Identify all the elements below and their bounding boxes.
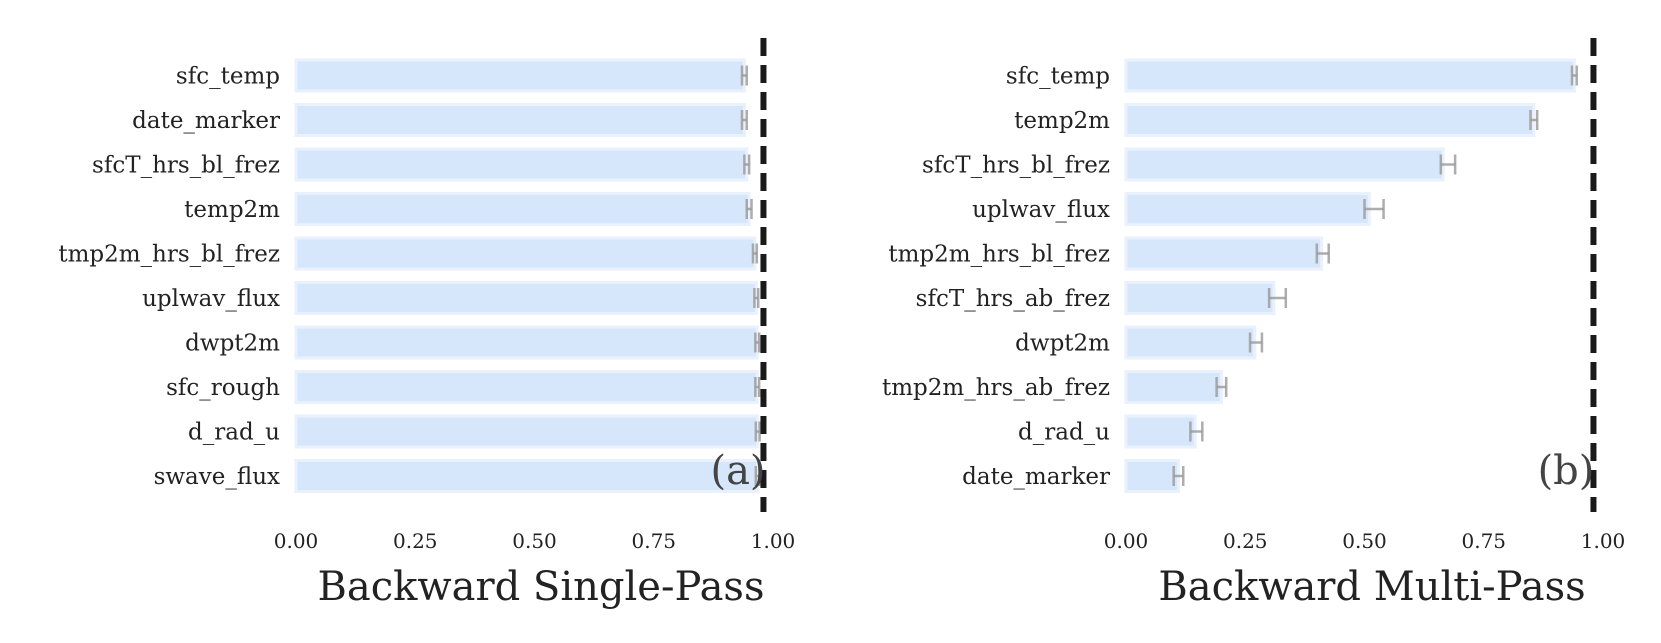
bar <box>294 414 760 449</box>
bar <box>1124 192 1371 226</box>
category-label: sfcT_hrs_bl_frez <box>92 153 280 179</box>
error-bar <box>1570 65 1579 86</box>
x-tick-label: 0.00 <box>1104 529 1149 553</box>
bar <box>294 147 749 182</box>
bar <box>1124 325 1257 360</box>
bar <box>1124 281 1276 315</box>
error-bar <box>754 466 761 486</box>
x-tick-label: 0.75 <box>631 529 676 553</box>
category-label: date_marker <box>962 464 1110 490</box>
bar <box>294 281 758 315</box>
error-bar <box>1267 288 1288 308</box>
panel-backward-multi-pass: sfc_temp temp2m sfcT_hrs_bl_frez uplwav_flu… <box>882 38 1625 610</box>
error-bar <box>754 332 761 353</box>
chart-title: Backward Single-Pass <box>318 564 765 610</box>
bar <box>1124 103 1536 137</box>
bar <box>1124 147 1445 182</box>
panel-backward-single-pass: sfc_temp date_marker sfcT_hrs_bl_frez temp2… <box>58 38 795 610</box>
error-bar <box>1248 332 1264 353</box>
error-bar <box>1529 110 1539 130</box>
error-bar <box>1215 377 1228 397</box>
category-label: tmp2m_hrs_bl_frez <box>888 242 1110 268</box>
error-bar <box>754 377 761 397</box>
error-bar <box>1363 199 1385 219</box>
x-tick-label: 0.50 <box>512 529 557 553</box>
category-label: d_rad_u <box>188 420 280 446</box>
x-tick-label: 0.00 <box>274 529 319 553</box>
x-tick-label: 0.25 <box>1223 529 1268 553</box>
bar <box>1124 459 1180 493</box>
bar <box>1124 370 1223 404</box>
error-bar <box>745 199 753 219</box>
x-tick-label: 1.00 <box>1581 529 1626 553</box>
error-bar <box>1189 421 1204 442</box>
category-label: temp2m <box>184 197 280 223</box>
error-bar <box>751 243 759 264</box>
bar <box>1124 414 1197 449</box>
panel-label: (a) <box>710 448 765 494</box>
category-label: dwpt2m <box>185 331 280 357</box>
x-tick-label: 0.25 <box>393 529 438 553</box>
bar <box>1124 236 1324 271</box>
bar <box>294 192 751 226</box>
bar <box>294 58 746 93</box>
category-label: sfcT_hrs_ab_frez <box>916 286 1110 312</box>
bar <box>294 236 757 271</box>
category-label: tmp2m_hrs_ab_frez <box>882 375 1110 401</box>
category-label: date_marker <box>132 108 280 134</box>
bar <box>294 103 746 137</box>
x-tick-label: 1.00 <box>751 529 796 553</box>
x-tick-label: 0.50 <box>1342 529 1387 553</box>
bar <box>1124 58 1576 93</box>
category-label: tmp2m_hrs_bl_frez <box>58 242 280 268</box>
category-label: dwpt2m <box>1015 331 1110 357</box>
error-bar <box>753 288 760 308</box>
category-label: uplwav_flux <box>972 197 1110 223</box>
bar <box>294 370 759 404</box>
bar <box>294 459 760 493</box>
category-label: temp2m <box>1014 108 1110 134</box>
bar <box>294 325 759 360</box>
error-bar <box>1172 466 1185 486</box>
category-label: sfc_temp <box>1006 64 1110 90</box>
error-bar <box>743 154 751 175</box>
category-label: sfc_rough <box>166 375 280 401</box>
category-label: uplwav_flux <box>142 286 280 312</box>
error-bar <box>740 65 749 86</box>
category-label: d_rad_u <box>1018 420 1110 446</box>
category-label: swave_flux <box>154 464 280 490</box>
chart-title: Backward Multi-Pass <box>1158 564 1585 610</box>
error-bar <box>1315 243 1330 264</box>
category-label: sfc_temp <box>176 64 280 90</box>
category-label: sfcT_hrs_bl_frez <box>922 153 1110 179</box>
panel-label: (b) <box>1538 448 1595 494</box>
error-bar <box>740 110 749 130</box>
error-bar <box>754 421 761 442</box>
error-bar <box>1439 154 1457 175</box>
x-tick-label: 0.75 <box>1461 529 1506 553</box>
